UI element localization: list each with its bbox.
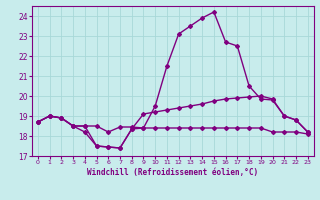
X-axis label: Windchill (Refroidissement éolien,°C): Windchill (Refroidissement éolien,°C): [87, 168, 258, 177]
